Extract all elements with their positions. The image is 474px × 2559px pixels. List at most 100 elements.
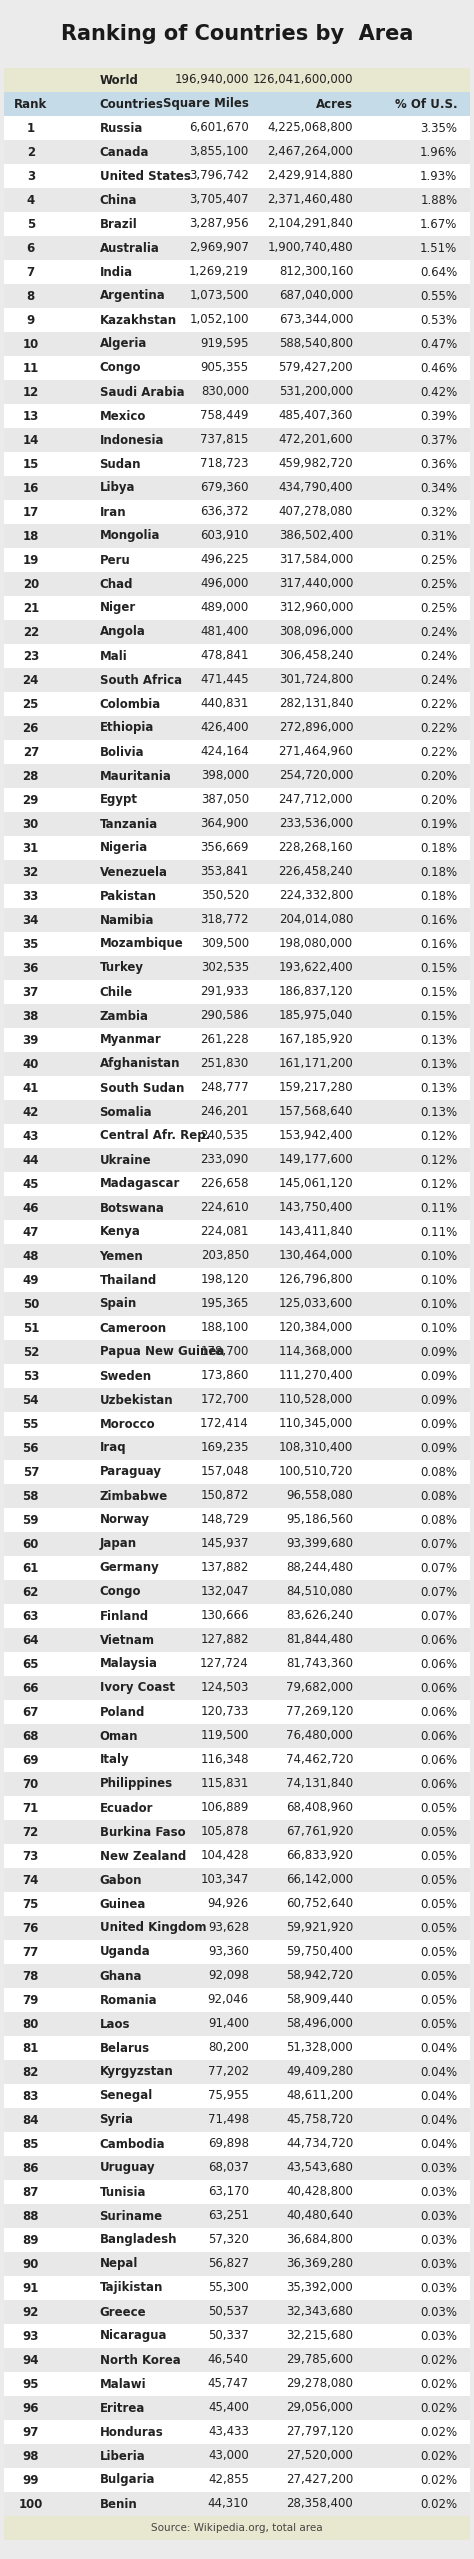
Text: 312,960,000: 312,960,000 bbox=[279, 601, 353, 614]
Text: Libya: Libya bbox=[100, 481, 135, 494]
Text: 69,898: 69,898 bbox=[208, 2137, 249, 2150]
Text: 0.02%: 0.02% bbox=[420, 2377, 457, 2390]
Text: 42,855: 42,855 bbox=[208, 2475, 249, 2487]
Text: Uruguay: Uruguay bbox=[100, 2162, 155, 2175]
Text: Tanzania: Tanzania bbox=[100, 816, 158, 832]
Bar bbox=[4, 115, 470, 141]
Text: 40,428,800: 40,428,800 bbox=[286, 2185, 353, 2198]
Text: 99: 99 bbox=[23, 2475, 39, 2487]
Text: 271,464,960: 271,464,960 bbox=[278, 745, 353, 757]
Text: Philippines: Philippines bbox=[100, 1779, 173, 1791]
Text: 126,796,800: 126,796,800 bbox=[279, 1274, 353, 1287]
Text: Peru: Peru bbox=[100, 553, 130, 566]
Text: 0.07%: 0.07% bbox=[420, 1587, 457, 1599]
Text: 114,368,000: 114,368,000 bbox=[279, 1346, 353, 1359]
Text: 0.05%: 0.05% bbox=[420, 1850, 457, 1863]
Text: 0.04%: 0.04% bbox=[420, 2065, 457, 2078]
Text: 65: 65 bbox=[23, 1658, 39, 1671]
Text: Source: Wikipedia.org, total area: Source: Wikipedia.org, total area bbox=[151, 2523, 323, 2533]
Text: South Sudan: South Sudan bbox=[100, 1082, 184, 1095]
Text: 32,343,680: 32,343,680 bbox=[286, 2306, 353, 2318]
Text: 77: 77 bbox=[23, 1945, 39, 1958]
Text: Kyrgyzstan: Kyrgyzstan bbox=[100, 2065, 173, 2078]
Text: 74: 74 bbox=[23, 1873, 39, 1886]
Bar bbox=[4, 2349, 470, 2372]
Text: Poland: Poland bbox=[100, 1704, 145, 1720]
Text: 224,610: 224,610 bbox=[200, 1203, 249, 1216]
Text: Ecuador: Ecuador bbox=[100, 1802, 153, 1814]
Text: 43,543,680: 43,543,680 bbox=[286, 2162, 353, 2175]
Bar bbox=[4, 1988, 470, 2011]
Text: Benin: Benin bbox=[100, 2498, 137, 2510]
Bar bbox=[4, 2395, 470, 2421]
Bar bbox=[4, 307, 470, 333]
Text: 29,056,000: 29,056,000 bbox=[286, 2400, 353, 2416]
Bar bbox=[4, 668, 470, 691]
Text: 0.03%: 0.03% bbox=[420, 2185, 457, 2198]
Text: 92: 92 bbox=[23, 2306, 39, 2318]
Text: Syria: Syria bbox=[100, 2114, 134, 2127]
Bar bbox=[4, 1244, 470, 1269]
Text: 66: 66 bbox=[23, 1681, 39, 1694]
Text: 137,882: 137,882 bbox=[201, 1561, 249, 1574]
Text: 0.15%: 0.15% bbox=[420, 1008, 457, 1024]
Bar bbox=[4, 1269, 470, 1292]
Text: 0.25%: 0.25% bbox=[420, 601, 457, 614]
Text: 44,734,720: 44,734,720 bbox=[286, 2137, 353, 2150]
Text: 110,345,000: 110,345,000 bbox=[279, 1418, 353, 1430]
Bar bbox=[4, 1819, 470, 1845]
Text: 0.15%: 0.15% bbox=[420, 962, 457, 975]
Bar bbox=[4, 333, 470, 356]
Text: 84,510,080: 84,510,080 bbox=[286, 1587, 353, 1599]
Bar bbox=[4, 1484, 470, 1507]
Text: Romania: Romania bbox=[100, 1993, 157, 2006]
Text: 0.06%: 0.06% bbox=[420, 1779, 457, 1791]
Text: Oman: Oman bbox=[100, 1730, 138, 1743]
Text: 172,414: 172,414 bbox=[200, 1418, 249, 1430]
Text: 424,164: 424,164 bbox=[200, 745, 249, 757]
Text: 0.20%: 0.20% bbox=[420, 793, 457, 806]
Bar bbox=[4, 883, 470, 908]
Text: 85: 85 bbox=[23, 2137, 39, 2150]
Text: 0.15%: 0.15% bbox=[420, 985, 457, 998]
Text: 92,046: 92,046 bbox=[208, 1993, 249, 2006]
Text: 1,269,219: 1,269,219 bbox=[189, 266, 249, 279]
Text: 50: 50 bbox=[23, 1297, 39, 1310]
Text: 185,975,040: 185,975,040 bbox=[279, 1008, 353, 1024]
Bar bbox=[4, 1195, 470, 1221]
Text: 718,723: 718,723 bbox=[201, 458, 249, 471]
Text: 24: 24 bbox=[23, 673, 39, 686]
Text: 0.05%: 0.05% bbox=[420, 1873, 457, 1886]
Text: 350,520: 350,520 bbox=[201, 891, 249, 903]
Text: 153,942,400: 153,942,400 bbox=[279, 1129, 353, 1141]
Text: Nigeria: Nigeria bbox=[100, 842, 148, 855]
Text: 471,445: 471,445 bbox=[200, 673, 249, 686]
Bar bbox=[4, 1387, 470, 1413]
Bar bbox=[4, 765, 470, 788]
Text: Mozambique: Mozambique bbox=[100, 937, 183, 949]
Text: 0.22%: 0.22% bbox=[420, 699, 457, 711]
Text: 161,171,200: 161,171,200 bbox=[278, 1057, 353, 1070]
Text: Uzbekistan: Uzbekistan bbox=[100, 1395, 173, 1407]
Text: 603,910: 603,910 bbox=[201, 530, 249, 543]
Text: 301,724,800: 301,724,800 bbox=[279, 673, 353, 686]
Text: 198,120: 198,120 bbox=[201, 1274, 249, 1287]
Bar bbox=[4, 645, 470, 668]
Text: 159,217,280: 159,217,280 bbox=[279, 1082, 353, 1095]
Text: 73: 73 bbox=[23, 1850, 39, 1863]
Text: 143,750,400: 143,750,400 bbox=[279, 1203, 353, 1216]
Text: 0.12%: 0.12% bbox=[420, 1154, 457, 1167]
Text: 3,796,742: 3,796,742 bbox=[189, 169, 249, 182]
Text: 0.55%: 0.55% bbox=[420, 289, 457, 302]
Text: 127,724: 127,724 bbox=[200, 1658, 249, 1671]
Text: 51: 51 bbox=[23, 1320, 39, 1333]
Text: 478,841: 478,841 bbox=[201, 650, 249, 663]
Text: 0.12%: 0.12% bbox=[420, 1129, 457, 1141]
Bar bbox=[4, 1748, 470, 1771]
Text: 40,480,640: 40,480,640 bbox=[286, 2208, 353, 2224]
Text: 74,462,720: 74,462,720 bbox=[286, 1753, 353, 1766]
Text: Somalia: Somalia bbox=[100, 1105, 152, 1118]
Text: 1.67%: 1.67% bbox=[420, 218, 457, 230]
Text: Sudan: Sudan bbox=[100, 458, 141, 471]
Text: 63: 63 bbox=[23, 1610, 39, 1622]
